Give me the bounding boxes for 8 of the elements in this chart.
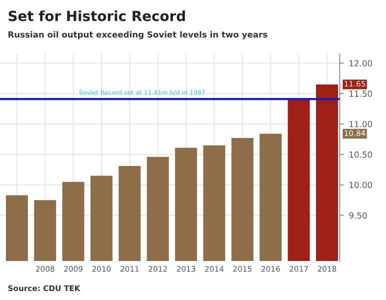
y-tick-label: 9.50: [349, 212, 367, 219]
chart-title: Set for Historic Record: [8, 10, 185, 22]
y-tick-label: 10.50: [350, 151, 372, 158]
chart-subtitle: Russian oil output exceeding Soviet levels in two years: [8, 31, 268, 40]
y-tick-label: 10.00: [350, 182, 372, 188]
y-tick-label: 11.50: [350, 90, 372, 97]
y-tick-label: 12.00: [350, 60, 372, 66]
y-tick-label: 11.00: [350, 120, 372, 128]
